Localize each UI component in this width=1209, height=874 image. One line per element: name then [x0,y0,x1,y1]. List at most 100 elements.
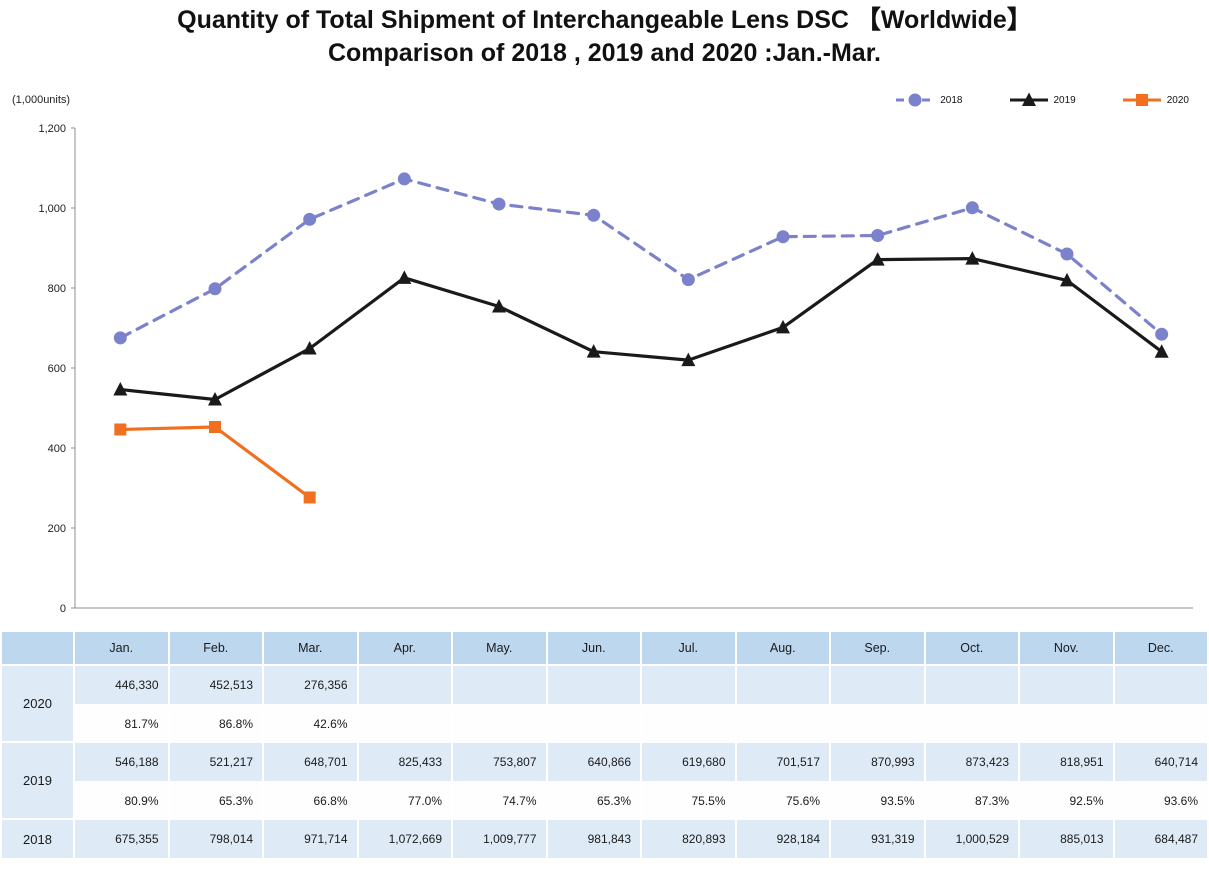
percent-cell [451,704,548,743]
chart-axes: 0 200 400 600 800 1,000 1,200 [38,123,1193,615]
value-cell: 1,000,529 [923,818,1020,860]
data-point-2018 [303,212,317,226]
value-cell: 684,487 [1112,818,1209,860]
legend-item-2019: 2019 [1009,92,1076,108]
percent-cell: 77.0% [356,781,453,820]
month-header: Aug. [734,630,831,666]
value-cell: 701,517 [734,741,831,783]
data-point-2018 [1155,327,1169,341]
value-cell: 818,951 [1018,741,1115,783]
data-point-2020 [303,491,316,504]
percent-cell [640,704,737,743]
percent-cell: 92.5% [1018,781,1115,820]
data-point-2019 [965,251,980,265]
table-row-percents-2019: 80.9% 65.3% 66.8% 77.0% 74.7% 65.3% 75.5% 75.6%… [1,781,1209,820]
value-cell: 885,013 [1018,818,1115,860]
chart-title: Quantity of Total Shipment of Interchang… [0,0,1209,70]
y-tick-label: 200 [48,523,66,535]
value-cell: 619,680 [640,741,737,783]
percent-cell [356,704,453,743]
month-header: May. [451,630,548,666]
value-cell: 446,330 [73,664,170,706]
y-tick-label: 1,200 [38,123,66,135]
value-cell: 820,893 [640,818,737,860]
data-point-2018 [871,228,885,242]
percent-cell: 87.3% [923,781,1020,820]
month-header: Apr. [356,630,453,666]
value-cell [640,664,737,706]
data-point-2020 [209,420,221,433]
data-point-2019 [492,298,506,313]
chart-title-line1: Quantity of Total Shipment of Interchang… [177,6,1032,34]
data-point-2019 [397,270,412,284]
y-tick-label: 600 [48,363,66,375]
data-point-2019 [586,344,601,358]
month-header: Nov. [1018,630,1115,666]
data-point-2018 [492,197,506,211]
year-label: 2019 [0,741,75,820]
percent-cell: 75.5% [640,781,737,820]
legend-label-2019: 2019 [1053,94,1076,106]
value-cell: 931,319 [829,818,926,860]
data-point-2018 [397,172,411,186]
chart-area: (1,000units) 2018 2019 2020 0 200 400 600 800 1… [0,70,1209,630]
value-cell: 640,866 [545,741,642,783]
data-table: Jan. Feb. Mar. Apr. May. Jun. Jul. Aug. Sep. Oct.… [0,630,1209,860]
percent-cell: 75.6% [734,781,831,820]
value-cell: 870,993 [829,741,926,783]
data-point-2019 [302,341,317,355]
value-cell: 981,843 [545,818,642,860]
series-2020 [114,420,316,504]
value-cell [451,664,548,706]
y-tick-label: 1,000 [38,203,66,215]
percent-cell: 65.3% [167,781,264,820]
percent-cell [545,704,642,743]
legend-label-2020: 2020 [1166,94,1189,106]
percent-cell [1112,704,1209,743]
percent-cell: 80.9% [73,781,170,820]
data-point-2019 [208,392,222,406]
legend-item-2018: 2018 [895,92,963,108]
legend-marker-2020 [1122,94,1161,106]
line-2019 [118,257,1164,402]
data-point-2018 [1060,247,1074,261]
percent-cell [829,704,926,743]
value-cell: 798,014 [167,818,264,860]
value-cell: 928,184 [734,818,831,860]
y-tick-label: 0 [60,603,66,615]
legend-item-2020: 2020 [1122,92,1189,108]
month-header: Oct. [923,630,1020,666]
data-point-2018 [208,282,222,296]
chart-legend: 2018 2019 2020 [895,92,1189,108]
month-header: Mar. [262,630,359,666]
month-header: Dec. [1112,630,1209,666]
value-cell: 276,356 [262,664,359,706]
data-point-2019 [681,352,696,367]
data-point-2018 [113,331,127,345]
value-cell: 825,433 [356,741,453,783]
data-point-2018 [965,201,979,215]
value-cell: 1,009,777 [451,818,548,860]
legend-label-2018: 2018 [940,94,963,106]
year-label: 2018 [0,818,75,860]
y-axis-unit-label: (1,000units) [12,94,71,106]
data-point-2019 [870,252,885,266]
value-cell: 648,701 [262,741,359,783]
line-chart: 0 200 400 600 800 1,000 1,200 [38,123,1193,615]
value-cell [545,664,642,706]
value-cell: 873,423 [923,741,1020,783]
percent-cell [1018,704,1115,743]
value-cell [829,664,926,706]
percent-cell: 66.8% [262,781,359,820]
data-point-2018 [776,230,790,244]
value-cell: 546,188 [73,741,170,783]
value-cell [923,664,1020,706]
value-cell: 675,355 [73,818,170,860]
month-header: Jul. [640,630,737,666]
percent-cell [734,704,831,743]
percent-cell: 81.7% [73,704,170,743]
data-point-2019 [1154,344,1169,358]
table-row-percents-2020: 81.7% 86.8% 42.6% [1,704,1209,743]
table-corner-cell [0,630,75,666]
value-cell: 1,072,669 [356,818,453,860]
